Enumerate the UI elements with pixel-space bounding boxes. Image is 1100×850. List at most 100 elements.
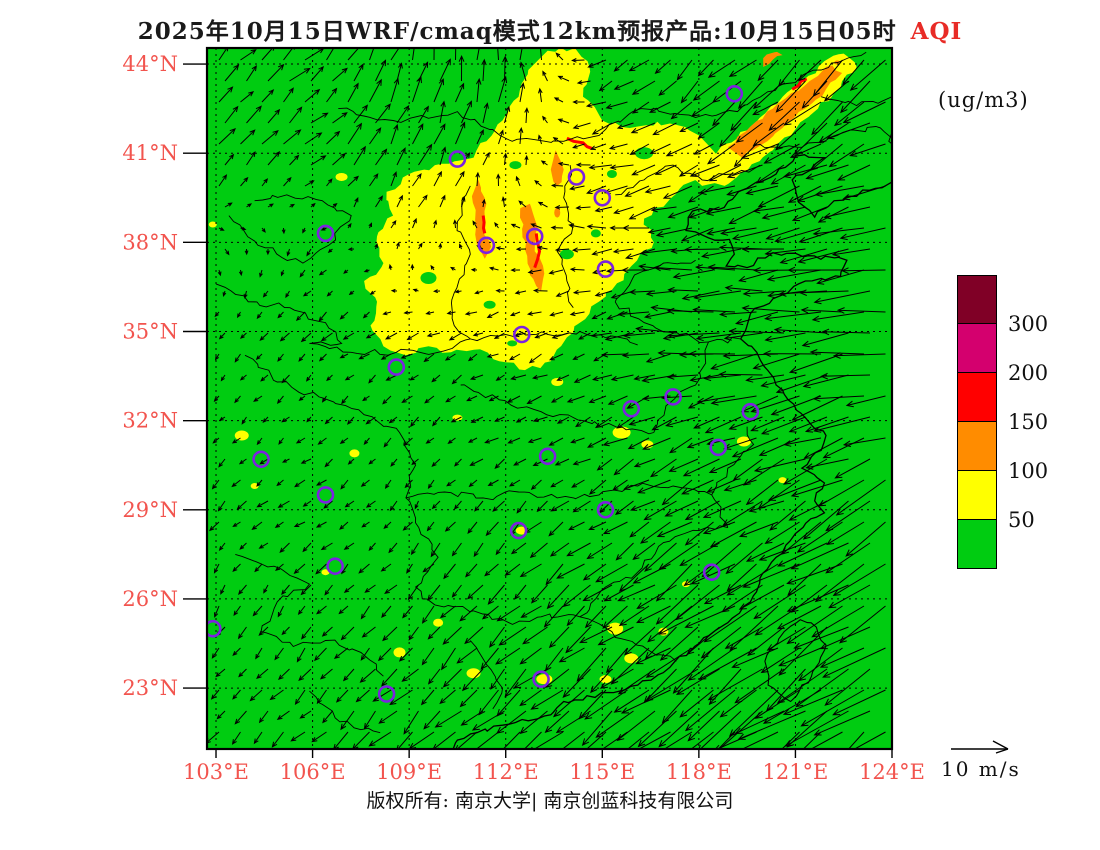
wind-arrow (418, 143, 433, 166)
wind-arrow (622, 332, 656, 339)
wind-arrow (622, 225, 649, 231)
wind-arrow (365, 500, 376, 508)
units-label: (ug/m3) (938, 88, 1029, 112)
wind-arrow (482, 102, 489, 124)
wind-arrow (240, 176, 249, 187)
wind-arrow (297, 605, 306, 616)
wind-arrow (628, 206, 656, 220)
wind-arrow (472, 332, 484, 337)
wind-arrow (455, 121, 466, 145)
wind-arrow (339, 311, 349, 320)
wind-arrow (487, 479, 499, 486)
wind-arrow (283, 87, 294, 103)
wind-arrow (486, 311, 499, 318)
wind-arrow (218, 458, 226, 468)
wind-arrow (839, 227, 886, 241)
wind-arrow (735, 311, 779, 326)
wind-arrow (548, 626, 570, 649)
wind-arrow (707, 264, 757, 271)
wind-arrow (410, 542, 419, 556)
wind-arrow (741, 245, 785, 253)
station-marker (316, 224, 335, 243)
wind-arrow (708, 164, 742, 182)
wind-arrow (439, 605, 456, 619)
aqi-yellow-spot (349, 449, 360, 458)
wind-arrow (734, 710, 785, 734)
wind-arrow (289, 154, 300, 166)
wind-arrow (256, 437, 263, 446)
wind-arrow (476, 129, 484, 145)
wind-arrow (571, 247, 591, 253)
wind-arrow (283, 176, 292, 187)
wind-arrow (481, 198, 486, 208)
wind-arrow (644, 185, 671, 194)
wind-arrow (514, 584, 527, 600)
wind-arrow (549, 311, 564, 317)
wind-arrow (594, 206, 613, 213)
wind-arrow (621, 352, 650, 359)
wind-arrow (469, 458, 484, 466)
wind-arrow (315, 563, 327, 575)
wind-arrow (833, 101, 865, 127)
wind-arrow (823, 80, 849, 102)
wind-arrow (540, 160, 548, 166)
wind-arrow (232, 647, 241, 656)
station-marker (702, 563, 721, 582)
wind-arrow (269, 689, 284, 701)
wind-arrow (471, 710, 505, 731)
wind-arrow (489, 626, 505, 648)
station-marker (326, 557, 344, 576)
wind-arrow (643, 500, 677, 521)
wind-arrow (422, 563, 435, 573)
wind-arrow (532, 374, 548, 380)
wind-arrow (602, 605, 628, 629)
wind-arrow (763, 143, 800, 164)
wind-arrow (847, 731, 865, 749)
wind-arrow (786, 605, 843, 645)
wind-arrow (520, 605, 542, 618)
wind-arrow (475, 77, 482, 103)
lon-tick-label: 103°E (183, 760, 249, 784)
wind-arrow (678, 164, 699, 177)
legend-cell (957, 520, 997, 569)
wind-arrow (455, 82, 465, 103)
wind-arrow (579, 626, 613, 644)
wind-arrow (606, 311, 628, 320)
wind-arrow (431, 374, 441, 383)
wind-arrow (707, 59, 736, 78)
province-border (469, 640, 503, 710)
wind-arrow (590, 668, 613, 694)
wind-arrow (764, 332, 806, 343)
wind-arrow (556, 374, 570, 381)
wind-arrow (427, 626, 441, 640)
wind-arrow (702, 500, 742, 518)
wind-arrow (616, 122, 634, 130)
wind-arrow (369, 290, 376, 295)
wind-arrow (412, 48, 415, 61)
map-canvas (207, 48, 892, 749)
wind-arrow (368, 458, 376, 465)
wind-arrow (495, 542, 505, 556)
wind-arrow (402, 605, 413, 619)
wind-arrow (396, 731, 413, 749)
wind-arrow (407, 584, 419, 601)
wind-arrow (519, 48, 523, 61)
wind-arrow (633, 458, 656, 468)
wind-arrow (314, 647, 327, 662)
lon-tick-label: 109°E (376, 760, 442, 784)
wind-arrow (240, 129, 256, 145)
wind-arrow (781, 521, 822, 555)
wind-arrow (586, 542, 613, 560)
wind-arrow (239, 542, 247, 550)
wind-arrow (786, 563, 843, 585)
wind-arrow (717, 731, 736, 749)
wind-arrow (220, 584, 226, 595)
wind-arrow (550, 183, 564, 188)
wind-arrow (788, 416, 828, 433)
wind-arrow (340, 479, 349, 490)
wind-arrow (684, 521, 714, 546)
wind-arrow (261, 178, 269, 187)
wind-arrow (766, 269, 822, 282)
wind-arrow (401, 395, 413, 403)
